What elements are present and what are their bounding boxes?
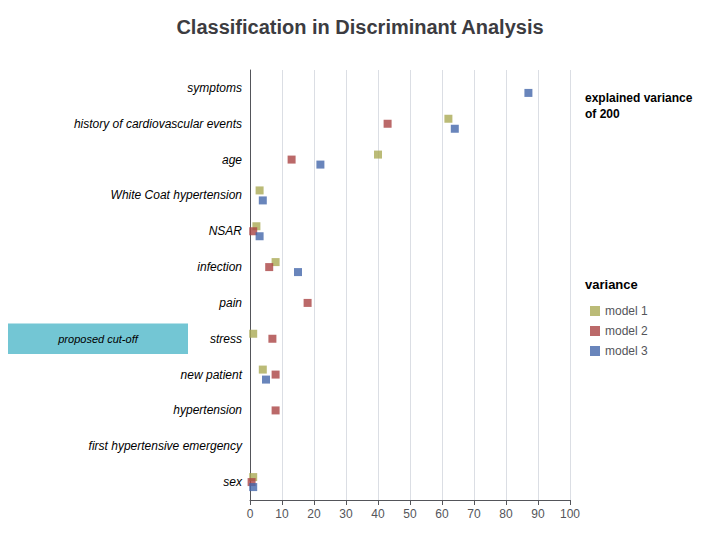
svg-text:Classification in Discriminant: Classification in Discriminant Analysis bbox=[176, 16, 543, 38]
svg-text:30: 30 bbox=[339, 507, 353, 521]
svg-text:50: 50 bbox=[403, 507, 417, 521]
svg-text:White Coat hypertension: White Coat hypertension bbox=[111, 188, 243, 202]
svg-text:hypertension: hypertension bbox=[173, 403, 242, 417]
svg-text:70: 70 bbox=[467, 507, 481, 521]
svg-text:symptoms: symptoms bbox=[187, 81, 242, 95]
svg-text:90: 90 bbox=[531, 507, 545, 521]
svg-text:age: age bbox=[222, 153, 242, 167]
svg-text:model 1: model 1 bbox=[605, 304, 648, 318]
svg-text:NSAR: NSAR bbox=[209, 224, 243, 238]
svg-text:20: 20 bbox=[307, 507, 321, 521]
svg-text:model 3: model 3 bbox=[605, 344, 648, 358]
svg-text:pain: pain bbox=[218, 296, 242, 310]
svg-text:60: 60 bbox=[435, 507, 449, 521]
svg-text:explained variance: explained variance bbox=[585, 91, 693, 105]
svg-text:first hypertensive emergency: first hypertensive emergency bbox=[89, 439, 243, 453]
svg-text:model 2: model 2 bbox=[605, 324, 648, 338]
svg-text:history of cardiovascular even: history of cardiovascular events bbox=[74, 117, 242, 131]
svg-text:sex: sex bbox=[223, 475, 243, 489]
svg-text:new patient: new patient bbox=[181, 368, 243, 382]
svg-text:80: 80 bbox=[499, 507, 513, 521]
svg-text:of 200: of 200 bbox=[585, 107, 620, 121]
svg-text:proposed cut-off: proposed cut-off bbox=[57, 333, 138, 345]
svg-text:variance: variance bbox=[585, 277, 638, 292]
svg-text:0: 0 bbox=[247, 507, 254, 521]
svg-text:10: 10 bbox=[275, 507, 289, 521]
svg-text:infection: infection bbox=[197, 260, 242, 274]
svg-text:100: 100 bbox=[560, 507, 580, 521]
svg-text:40: 40 bbox=[371, 507, 385, 521]
svg-text:stress: stress bbox=[210, 332, 242, 346]
